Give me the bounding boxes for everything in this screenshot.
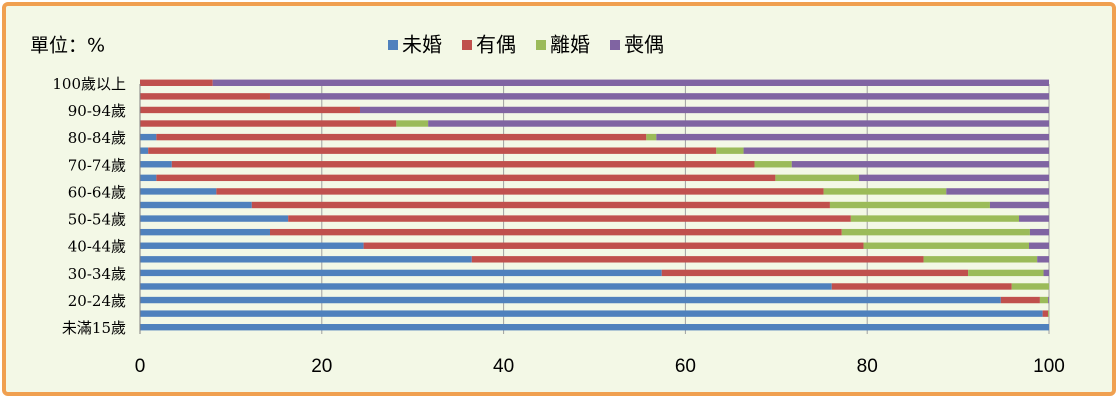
legend-swatch [610, 40, 620, 50]
y-tick-label: 60-64歲 [68, 183, 126, 201]
bar-segment [850, 215, 1020, 222]
bar-segment [212, 79, 1050, 86]
bar-segment [1048, 310, 1049, 317]
bar-segment [140, 106, 360, 114]
bar-segment [859, 174, 1049, 182]
bar-segment [140, 269, 662, 277]
bar-segment [831, 283, 1012, 290]
bar-segment [269, 93, 1049, 100]
bar-segment [140, 174, 157, 182]
y-tick-label: 70-74歲 [68, 156, 126, 174]
bar-segment [968, 269, 1044, 277]
unit-label: 單位：% [30, 35, 105, 57]
bar-segment [1029, 242, 1049, 249]
bar-segment [171, 161, 755, 168]
bar-segment [140, 201, 252, 209]
bar-segment [140, 310, 1043, 317]
bar-segment [946, 188, 1049, 195]
bar-segment [661, 269, 969, 277]
bar-segment [823, 188, 947, 195]
bar-segment [1000, 296, 1040, 304]
y-tick-label: 80-84歲 [68, 129, 126, 147]
y-tick-label: 40-44歲 [68, 238, 126, 256]
bar-segment [1039, 296, 1049, 304]
bar-segment [989, 201, 1049, 209]
bar-segment [841, 228, 1030, 236]
frame [2, 2, 1116, 396]
bar-segment [156, 133, 647, 141]
x-tick-label: 60 [675, 356, 696, 377]
bar-segment [140, 147, 149, 154]
bar-segment [428, 120, 1049, 127]
x-tick-label: 80 [857, 356, 878, 377]
bar-segment [716, 147, 744, 154]
y-tick-label: 30-34歲 [68, 265, 126, 283]
bar-segment [1048, 296, 1049, 304]
y-tick-label: 50-54歲 [68, 211, 126, 229]
bar-segment [646, 133, 657, 141]
legend-swatch [388, 40, 398, 50]
bar-segment [140, 215, 289, 222]
bar-segment [140, 120, 397, 127]
bar-segment [754, 161, 792, 168]
bar-segment [140, 283, 832, 290]
bar-segment [656, 133, 1049, 141]
bar-segment [396, 120, 429, 127]
bar-segment [923, 256, 1038, 263]
bar-segment [216, 188, 824, 195]
legend-label: 離婚 [550, 33, 590, 57]
bar-segment [140, 296, 1001, 304]
bar-segment [1019, 215, 1049, 222]
bar-segment [156, 174, 776, 182]
y-tick-label: 20-24歲 [68, 292, 126, 310]
bar-segment [140, 79, 213, 86]
bar-segment [140, 161, 172, 168]
legend-label: 有偶 [476, 33, 516, 57]
bar-segment [140, 228, 270, 236]
bar-segment [140, 133, 157, 141]
legend-label: 喪偶 [624, 33, 664, 57]
bar-segment [140, 188, 217, 195]
legend-swatch [462, 40, 472, 50]
y-tick-label: 100歲以上 [52, 75, 126, 93]
bar-segment [471, 256, 924, 263]
x-tick-label: 40 [493, 356, 514, 377]
bar-segment [775, 174, 860, 182]
bar-segment [359, 106, 1049, 114]
bar-segment [1037, 256, 1049, 263]
bar-segment [251, 201, 830, 209]
bar-segment [829, 201, 990, 209]
bar-segment [1042, 310, 1049, 317]
bar-segment [140, 93, 270, 100]
bar-segment [288, 215, 851, 222]
bar-segment [140, 242, 364, 249]
bar-segment [269, 228, 842, 236]
y-tick-label: 90-94歲 [68, 102, 126, 120]
legend-label: 未婚 [402, 33, 442, 57]
bar-segment [1043, 269, 1049, 277]
bar-segment [140, 256, 472, 263]
bar-segment [148, 147, 717, 154]
bar-segment [743, 147, 1049, 154]
x-tick-label: 100 [1033, 356, 1065, 377]
bar-segment [791, 161, 1049, 168]
bar-segment [363, 242, 864, 249]
y-tick-label: 未滿15歲 [62, 319, 126, 337]
bar-segment [140, 324, 1049, 331]
bar-segment [863, 242, 1030, 249]
bar-segment [1011, 283, 1049, 290]
bar-segment [1029, 228, 1049, 236]
legend-swatch [536, 40, 546, 50]
x-tick-label: 0 [135, 356, 146, 377]
x-tick-label: 20 [311, 356, 332, 377]
